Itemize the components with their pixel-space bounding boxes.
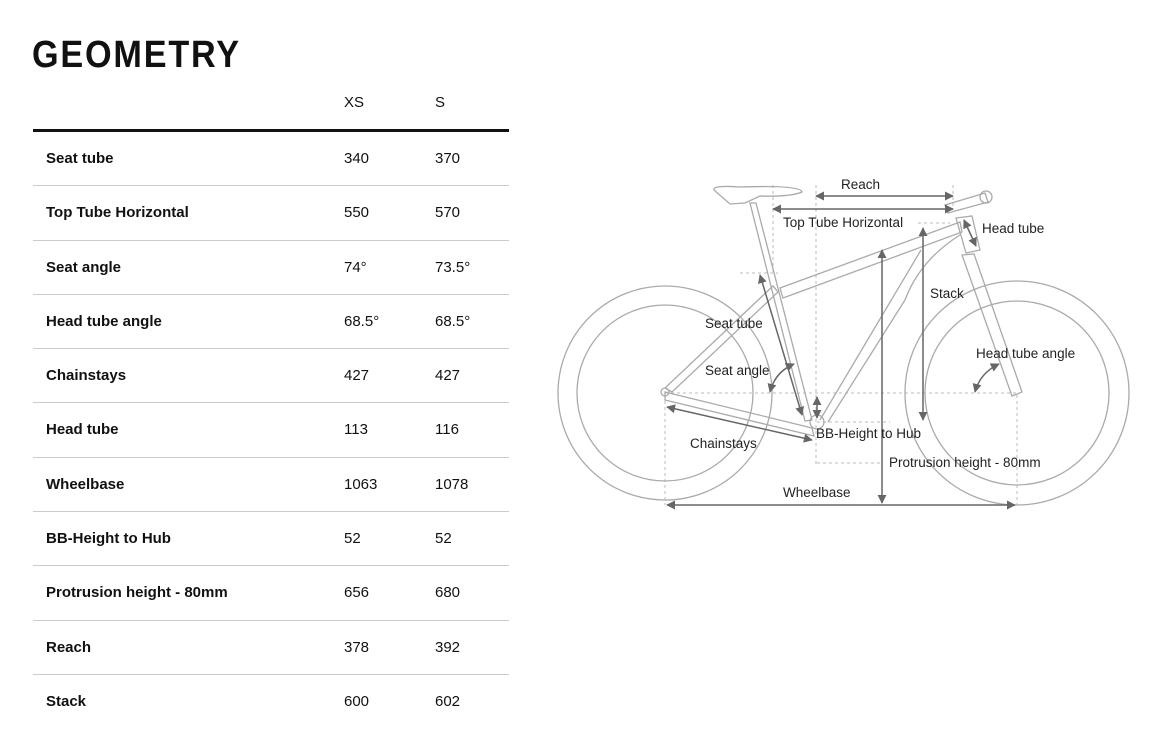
- value-s: 1078: [435, 475, 469, 493]
- value-xs: 68.5°: [344, 312, 380, 330]
- row-label: BB-Height to Hub: [46, 530, 171, 548]
- value-xs: 1063: [344, 475, 378, 493]
- seat-angle-arrow: [767, 362, 795, 393]
- label-seat-angle: Seat angle: [705, 363, 770, 378]
- label-head-tube-angle: Head tube angle: [976, 346, 1075, 361]
- value-xs: 600: [344, 692, 370, 710]
- value-s: 116: [435, 421, 459, 439]
- head-tube: [955, 215, 981, 254]
- table-row: Protrusion height - 80mm 656 680: [33, 566, 509, 621]
- value-xs: 340: [344, 150, 370, 167]
- value-s: 392: [435, 638, 461, 656]
- value-xs: 656: [344, 584, 370, 602]
- label-head-tube: Head tube: [982, 221, 1044, 236]
- row-label: Top Tube Horizontal: [46, 204, 189, 222]
- row-label: Seat angle: [46, 258, 122, 276]
- label-bb-height: BB-Height to Hub: [816, 426, 921, 441]
- table-row: Reach 378 392: [33, 621, 509, 675]
- guide-lines: [664, 185, 1018, 505]
- row-label: Protrusion height - 80mm: [46, 584, 228, 602]
- table-row: Head tube 113 116: [33, 403, 509, 458]
- row-label: Chainstays: [46, 367, 127, 385]
- label-wheelbase: Wheelbase: [783, 485, 851, 500]
- label-reach: Reach: [841, 177, 880, 192]
- value-s: 52: [435, 530, 452, 548]
- rear-axle: [660, 387, 670, 397]
- value-s: 427: [435, 367, 461, 385]
- saddle: [713, 185, 803, 205]
- table-row: Top Tube Horizontal 550 570: [33, 186, 509, 241]
- table-row: Seat angle 74° 73.5°: [33, 241, 509, 295]
- chainstay: [664, 391, 815, 437]
- rear-wheel-inner: [576, 304, 754, 482]
- head-tube-angle-arrow: [972, 363, 1000, 393]
- label-seat-tube: Seat tube: [705, 316, 763, 331]
- label-stack: Stack: [930, 286, 964, 301]
- table-row: Seat tube 340 370: [33, 132, 509, 187]
- seat-tube: [749, 202, 813, 422]
- value-xs: 378: [344, 638, 370, 656]
- value-xs: 427: [344, 367, 370, 385]
- table-row: Chainstays 427 427: [33, 349, 509, 404]
- handlebar: [979, 190, 993, 204]
- value-xs: 113: [344, 421, 368, 439]
- value-s: 570: [435, 204, 461, 222]
- geometry-table: XS S Seat tube 340 370 Top Tube Horizonta…: [33, 84, 509, 728]
- column-s: S: [435, 94, 446, 111]
- row-label: Stack: [46, 692, 87, 710]
- label-chainstays: Chainstays: [690, 436, 757, 451]
- value-s: 680: [435, 584, 461, 602]
- table-header: XS S: [33, 84, 509, 132]
- row-label: Head tube angle: [46, 312, 162, 330]
- label-tth: Top Tube Horizontal: [783, 215, 903, 230]
- row-label: Seat tube: [46, 150, 114, 167]
- value-s: 68.5°: [435, 312, 471, 330]
- value-xs: 52: [344, 530, 361, 548]
- head-tube-arrow: [963, 219, 977, 247]
- table-row: BB-Height to Hub 52 52: [33, 512, 509, 567]
- value-s: 73.5°: [435, 258, 471, 276]
- dimension-arrows: [666, 191, 1016, 510]
- down-tube: [819, 234, 961, 423]
- chainstays-arrow: [666, 404, 813, 443]
- value-xs: 550: [344, 204, 370, 222]
- value-s: 370: [435, 150, 461, 167]
- table-row: Wheelbase 1063 1078: [33, 458, 509, 513]
- seat-tube-arrow: [758, 274, 804, 416]
- label-protrusion: Protrusion height - 80mm: [889, 455, 1041, 470]
- fork: [961, 253, 1023, 397]
- column-xs: XS: [344, 94, 365, 111]
- page-title: GEOMETRY: [32, 34, 241, 76]
- row-label: Head tube: [46, 421, 119, 439]
- row-label: Wheelbase: [46, 475, 125, 493]
- value-s: 602: [435, 692, 461, 710]
- value-xs: 74°: [344, 258, 367, 276]
- front-wheel-outer: [904, 280, 1130, 506]
- table-row: Head tube angle 68.5° 68.5°: [33, 295, 509, 350]
- table-row: Stack 600 602: [33, 675, 509, 728]
- row-label: Reach: [46, 638, 92, 656]
